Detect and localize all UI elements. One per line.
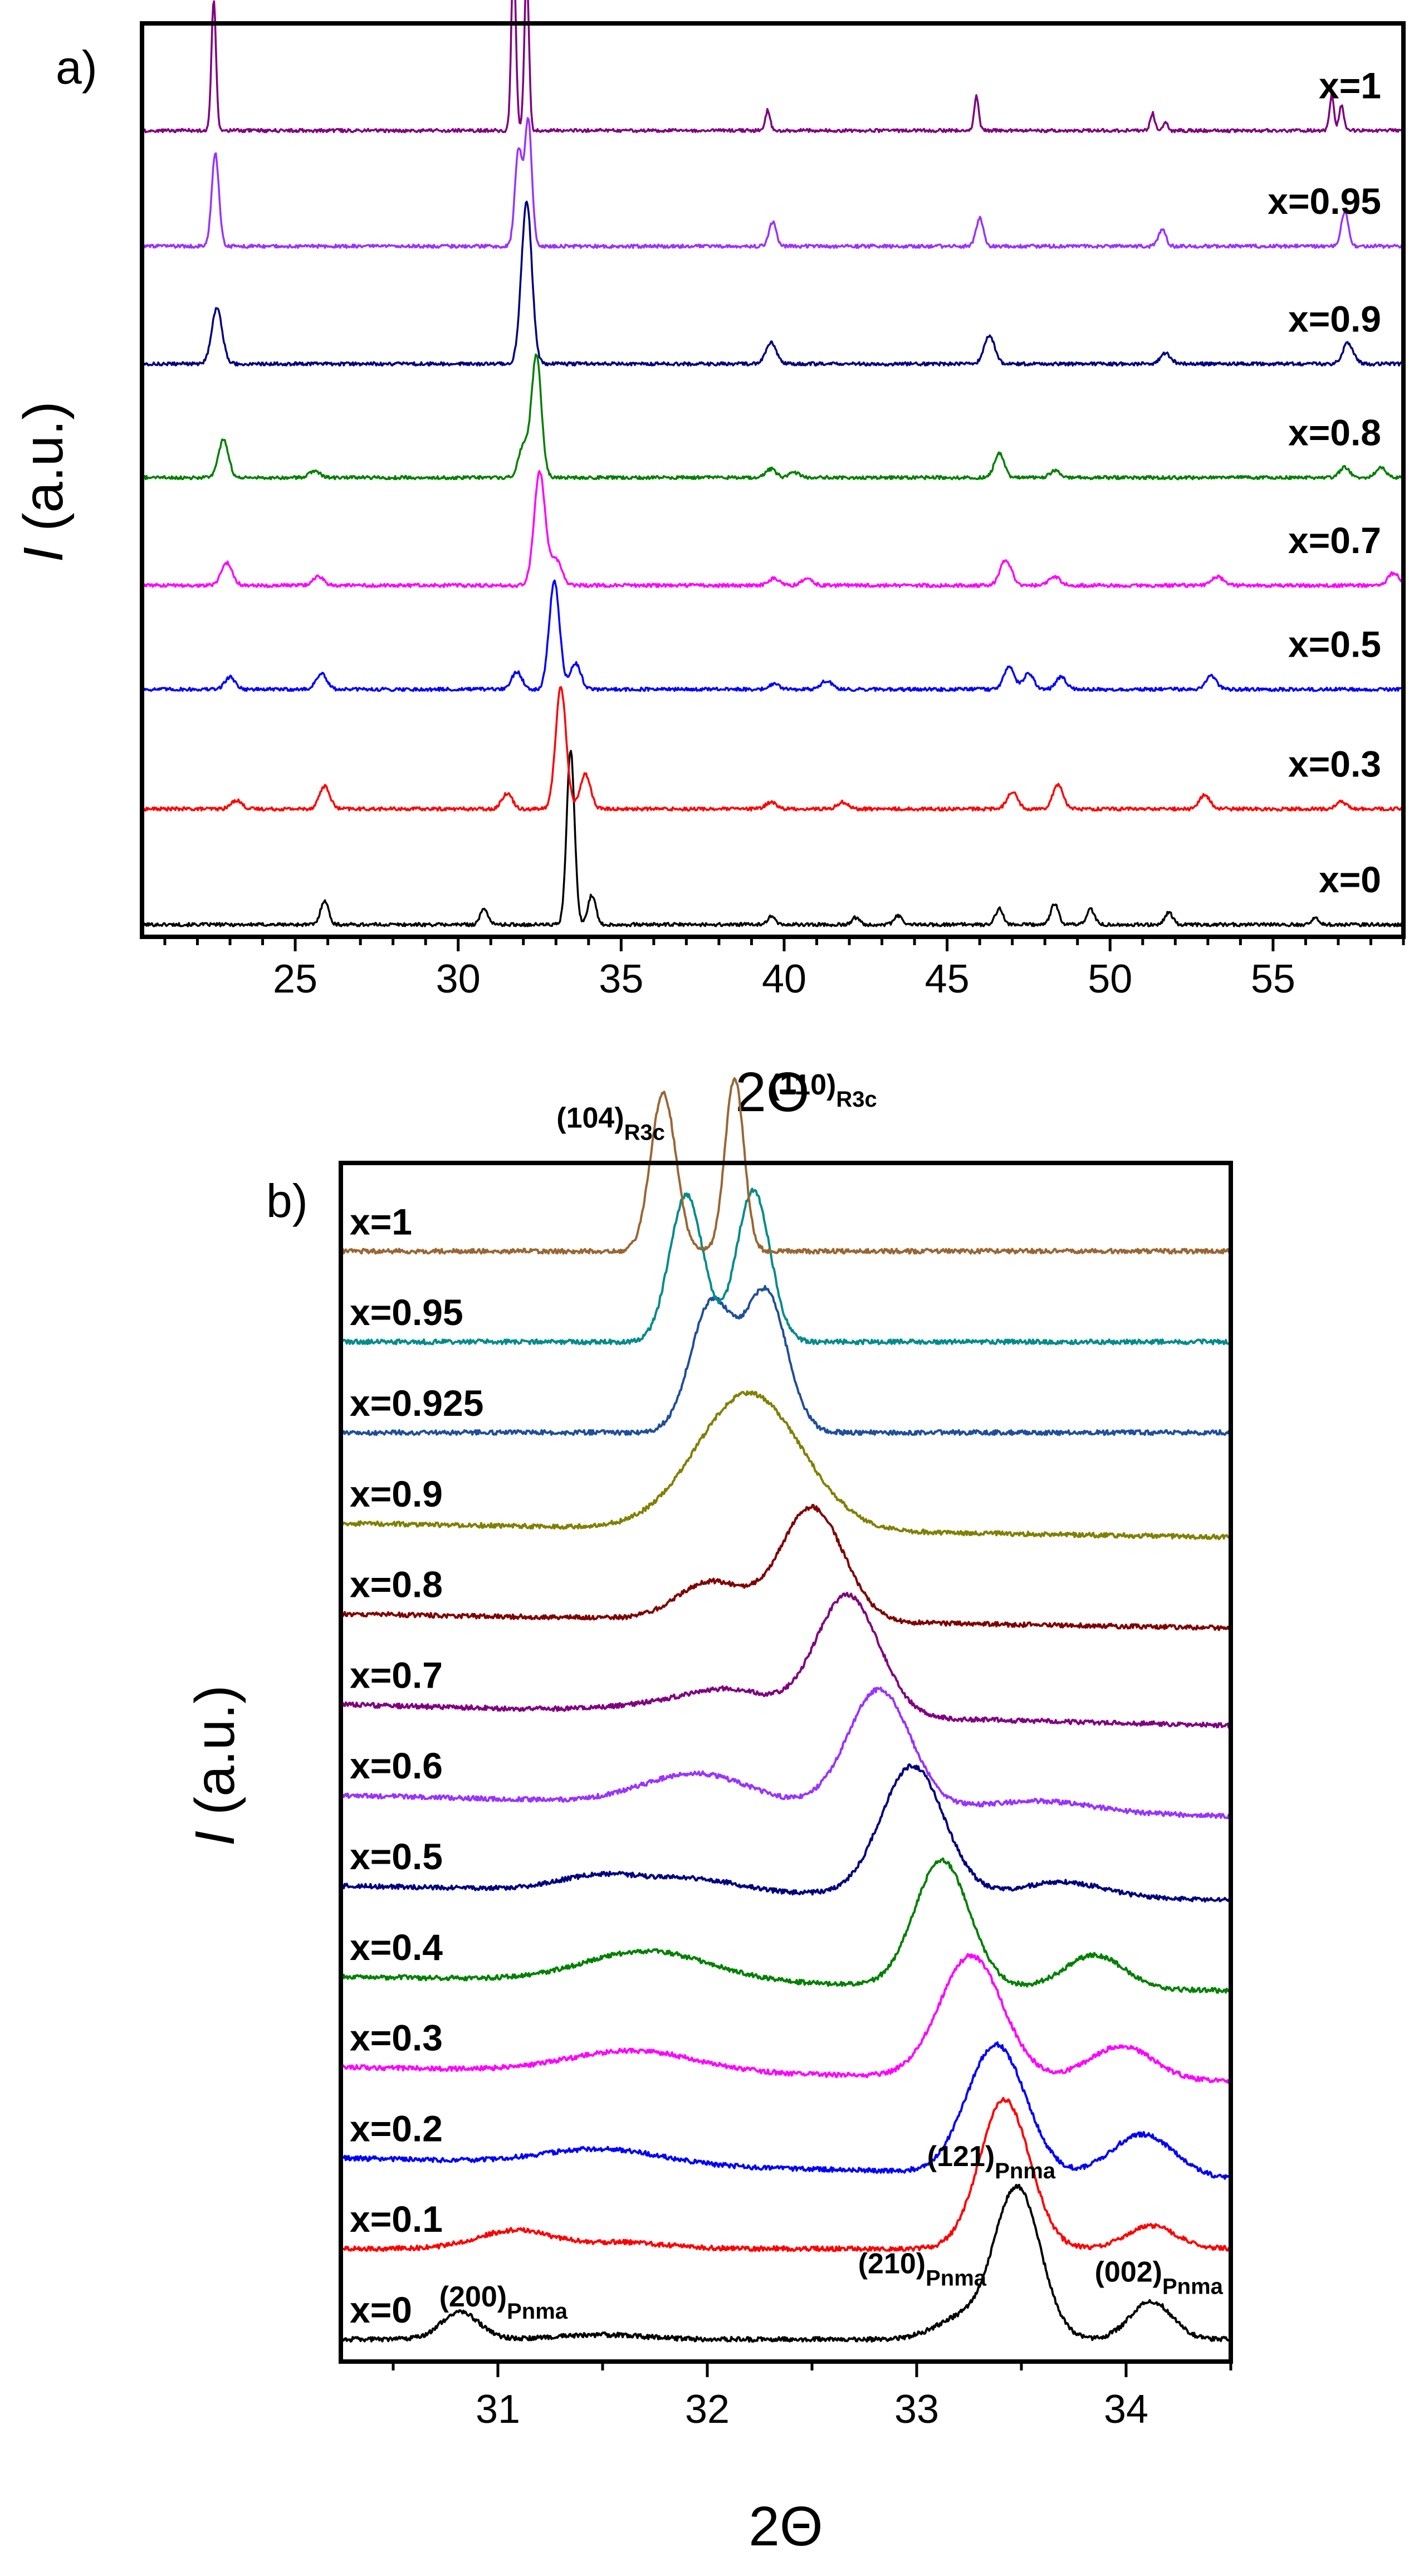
peak-annotation: (104)R3c xyxy=(556,1102,665,1145)
series-line xyxy=(340,1763,1232,1903)
panel-a-x-axis-label: 2Θ xyxy=(735,1061,809,1123)
series-label: x=0.95 xyxy=(1268,180,1381,222)
series-label: x=0.1 xyxy=(350,2198,443,2240)
series-line xyxy=(141,579,1405,692)
peak-annotation: (002)Pnma xyxy=(1095,2256,1224,2299)
series-label: x=0.9 xyxy=(350,1473,443,1514)
series-line xyxy=(141,750,1404,927)
series-line xyxy=(141,117,1404,249)
x-tick-label: 34 xyxy=(1104,2387,1148,2432)
series-label: x=0.9 xyxy=(1288,298,1381,339)
series-line xyxy=(340,2183,1232,2343)
series-line xyxy=(141,0,1404,134)
panel-a-series-labels: x=0 x=0.3 x=0.5 x=0.7 x=0.8 x=0.9 x=0.95 x=1 xyxy=(1268,65,1381,900)
series-label: x=0.7 xyxy=(1288,520,1381,561)
panel-b-series xyxy=(340,1077,1232,2343)
panel-a-frame xyxy=(140,21,1406,939)
series-label: x=0.4 xyxy=(350,1927,443,1968)
series-line xyxy=(340,1077,1232,1255)
series-line xyxy=(340,1687,1232,1820)
series-line xyxy=(340,1187,1232,1346)
panel-a-x-ticks: 25 30 35 40 45 50 55 xyxy=(163,937,1405,1001)
series-line xyxy=(340,2041,1232,2180)
series-line xyxy=(141,686,1404,812)
panel-a-series xyxy=(141,0,1405,927)
series-label: x=0.95 xyxy=(350,1292,463,1333)
series-line xyxy=(340,1857,1232,1994)
series-line xyxy=(340,1390,1232,1541)
peak-annotation: (110)R3c xyxy=(770,1069,877,1112)
series-label: x=0.6 xyxy=(350,1745,443,1786)
series-line xyxy=(340,1953,1231,2084)
series-line xyxy=(340,1504,1231,1631)
x-tick-label: 33 xyxy=(894,2387,939,2432)
series-line xyxy=(141,201,1405,367)
series-label: x=1 xyxy=(350,1201,412,1242)
panel-b-label: b) xyxy=(266,1175,308,1227)
series-line xyxy=(340,2096,1231,2252)
x-tick-label: 45 xyxy=(925,957,970,1001)
peak-annotation: (200)Pnma xyxy=(439,2281,568,2324)
series-label: x=0.8 xyxy=(1288,412,1381,453)
x-tick-label: 50 xyxy=(1088,957,1132,1001)
series-line xyxy=(141,353,1405,481)
panel-a-y-axis-label: I (a.u.) xyxy=(12,402,75,563)
series-label: x=0.8 xyxy=(350,1564,443,1605)
series-label: x=0 xyxy=(1319,859,1381,900)
panel-b-annotations: (104)R3c (110)R3c (121)Pnma (200)Pnma (210)P… xyxy=(439,1069,1224,2324)
panel-b-series-labels: x=0 x=0.1 x=0.2 x=0.3 x=0.4 x=0.5 x=0.6 x=0.7 x=… xyxy=(350,1201,483,2330)
series-line xyxy=(141,470,1405,588)
series-line xyxy=(340,1592,1232,1729)
peak-annotation: (210)Pnma xyxy=(858,2248,987,2291)
series-label: x=0.3 xyxy=(1288,743,1381,784)
x-tick-label: 31 xyxy=(476,2387,520,2432)
panel-b-frame xyxy=(339,1161,1233,2364)
x-tick-label: 32 xyxy=(685,2387,730,2432)
panel-b: b) x=0 x=0.1 x=0.2 x=0.3 x=0.4 x=0.5 x=0.6 x=0.… xyxy=(184,1069,1233,2558)
series-label: x=0 xyxy=(350,2289,412,2330)
series-label: x=0.2 xyxy=(350,2108,443,2149)
series-label: x=0.925 xyxy=(350,1382,483,1424)
panel-a: a) x=0 x=0.3 x=0.5 x=0.7 x=0.8 x=0.9 x=0.95 x=1… xyxy=(12,0,1406,1123)
series-label: x=0.3 xyxy=(350,2017,443,2059)
panel-b-x-axis-label: 2Θ xyxy=(748,2495,823,2558)
series-label: x=0.5 xyxy=(1288,624,1381,665)
x-tick-label: 30 xyxy=(436,957,481,1001)
panel-a-label: a) xyxy=(56,41,97,94)
panel-b-x-ticks: 31 32 33 34 xyxy=(392,2362,1232,2432)
series-line xyxy=(340,1285,1231,1436)
x-tick-label: 25 xyxy=(273,957,317,1001)
panel-b-y-axis-label: I (a.u.) xyxy=(184,1685,246,1846)
x-tick-label: 40 xyxy=(762,957,806,1001)
x-tick-label: 55 xyxy=(1251,957,1295,1001)
series-label: x=1 xyxy=(1319,65,1381,106)
series-label: x=0.7 xyxy=(350,1654,443,1695)
x-tick-label: 35 xyxy=(599,957,643,1001)
peak-annotation: (121)Pnma xyxy=(927,2140,1056,2183)
series-label: x=0.5 xyxy=(350,1836,443,1877)
